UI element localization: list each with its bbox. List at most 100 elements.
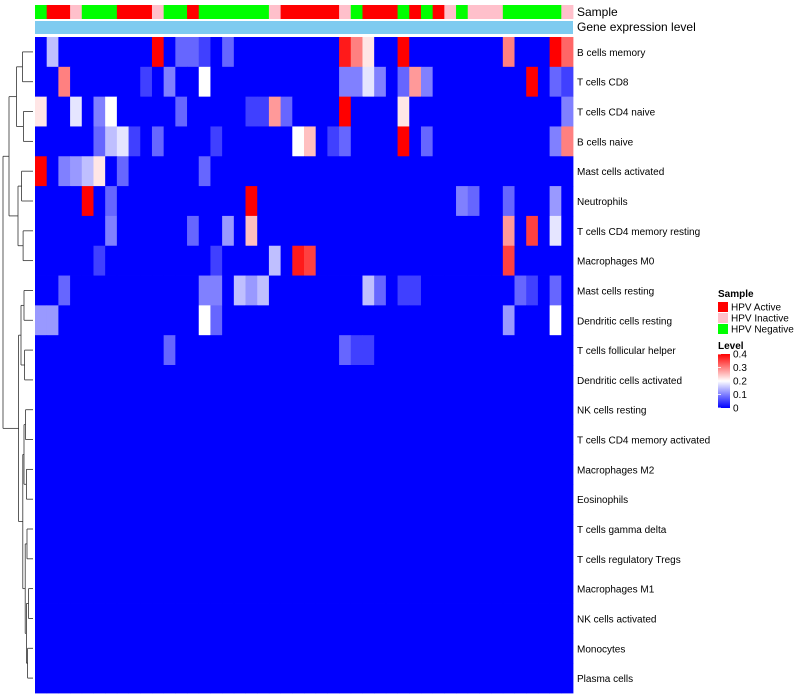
heatmap-cell (491, 156, 504, 187)
heatmap-cell (304, 603, 317, 634)
heatmap-cell (116, 484, 129, 515)
heatmap-cell (245, 394, 258, 426)
heatmap-cell (444, 633, 457, 664)
heatmap-cell (502, 215, 515, 247)
heatmap-cell (222, 633, 235, 664)
heatmap-cell (46, 484, 59, 515)
heatmap-cell (257, 335, 270, 366)
heatmap-cell (35, 663, 48, 694)
heatmap-cell (187, 37, 200, 68)
heatmap-cell (432, 66, 445, 98)
heatmap-cell (479, 37, 492, 68)
heatmap-cell (479, 424, 492, 455)
heatmap-cell (315, 37, 328, 68)
heatmap-cell (81, 126, 94, 157)
heatmap-cell (397, 186, 410, 217)
heatmap-cell (467, 275, 480, 306)
heatmap-cell (444, 424, 457, 455)
row-dendrogram (2, 51, 33, 679)
heatmap-cell (292, 543, 305, 575)
sample-annotation-cell (93, 5, 106, 19)
heatmap-cell (362, 186, 375, 217)
heatmap-cell (537, 424, 551, 455)
heatmap-cell (420, 96, 434, 127)
heatmap-cell (374, 663, 387, 694)
heatmap-cell (420, 156, 434, 187)
heatmap-cell (268, 156, 282, 187)
heatmap-cell (397, 335, 410, 366)
heatmap-cell (93, 633, 106, 664)
heatmap-cell (46, 543, 59, 575)
heatmap-cell (491, 96, 504, 127)
heatmap-cell (432, 245, 445, 276)
heatmap-cell (385, 394, 398, 426)
heatmap-cell (198, 156, 211, 187)
heatmap-cell (526, 365, 539, 396)
heatmap-cell (315, 275, 328, 306)
heatmap-cell (432, 394, 445, 426)
row-label: T cells regulatory Tregs (577, 555, 681, 566)
heatmap-cell (292, 156, 305, 187)
legend-entry-label: HPV Negative (731, 325, 794, 336)
heatmap-cell (561, 543, 574, 575)
heatmap-cell (526, 394, 539, 426)
heatmap-cell (350, 514, 363, 545)
heatmap-cell (350, 424, 363, 455)
legend-tick-label: 0.4 (733, 350, 747, 361)
sample-annotation-cell (397, 5, 410, 19)
heatmap-cell (268, 305, 282, 336)
heatmap-cell (233, 484, 246, 515)
heatmap-cell (479, 126, 492, 157)
heatmap-cell (140, 335, 153, 366)
row-label: T cells CD4 memory activated (577, 436, 710, 447)
heatmap-cell (479, 186, 492, 217)
heatmap-cell (268, 424, 282, 455)
heatmap-cell (327, 275, 340, 306)
heatmap-cell (315, 394, 328, 426)
heatmap-cell (268, 543, 282, 575)
sample-annotation-cell (385, 5, 398, 19)
sample-annotation-cell (327, 5, 340, 19)
heatmap-cell (315, 186, 328, 217)
heatmap-cell (514, 394, 527, 426)
heatmap-cell (444, 543, 457, 575)
heatmap-cell (502, 484, 515, 515)
heatmap-cell (327, 186, 340, 217)
heatmap-cell (409, 454, 422, 485)
heatmap-cell (198, 514, 211, 545)
heatmap-cell (151, 37, 165, 68)
heatmap-cell (432, 186, 445, 217)
heatmap-cell (93, 663, 106, 694)
heatmap-cell (479, 454, 492, 485)
heatmap-cell (479, 633, 492, 664)
heatmap-cell (105, 245, 118, 276)
heatmap-cell (456, 245, 469, 276)
heatmap-cell (362, 96, 375, 127)
heatmap-cell (432, 335, 445, 366)
heatmap-cell (315, 365, 328, 396)
heatmap-cell (467, 126, 480, 157)
row-label: NK cells activated (577, 614, 656, 625)
sample-annotation-cell (432, 5, 445, 19)
heatmap-cell (151, 543, 165, 575)
heatmap-cell (105, 663, 118, 694)
heatmap-cell (374, 573, 387, 604)
heatmap-cell (198, 215, 211, 247)
heatmap-cell (280, 633, 293, 664)
heatmap-cell (187, 543, 200, 575)
heatmap-cell (187, 514, 200, 545)
heatmap-cell (35, 335, 48, 366)
heatmap-cell (304, 215, 317, 247)
heatmap-cell (140, 394, 153, 426)
heatmap-cell (456, 543, 469, 575)
heatmap-cell (210, 663, 223, 694)
heatmap-cell (151, 573, 165, 604)
heatmap-cell (514, 633, 527, 664)
heatmap-cell (420, 365, 434, 396)
heatmap-cell (128, 335, 141, 366)
heatmap-cell (549, 663, 562, 694)
heatmap-cell (420, 126, 434, 157)
heatmap-cell (561, 514, 574, 545)
heatmap-cell (526, 543, 539, 575)
heatmap-cell (35, 484, 48, 515)
